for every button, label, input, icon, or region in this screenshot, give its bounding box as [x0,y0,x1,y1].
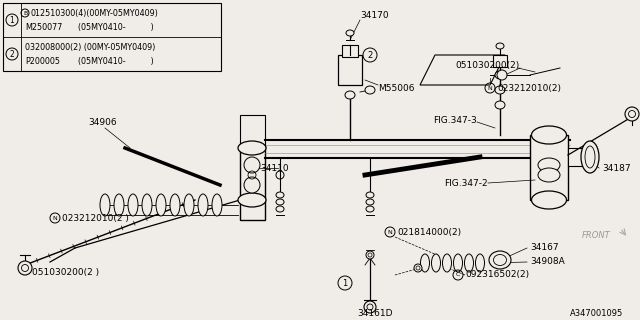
Bar [530,135,568,200]
Text: N: N [52,215,58,220]
Ellipse shape [431,254,440,272]
Text: FRONT: FRONT [582,230,611,239]
Text: 34187: 34187 [602,164,630,172]
Ellipse shape [585,146,595,168]
Circle shape [244,157,260,173]
Bar [240,115,265,147]
Text: B: B [23,11,27,15]
Text: 1: 1 [342,278,348,287]
Text: 34161D: 34161D [357,308,392,317]
Text: 34908A: 34908A [530,258,564,267]
Text: M250077: M250077 [25,22,62,31]
Ellipse shape [366,206,374,212]
Ellipse shape [366,199,374,205]
Text: (05MY0410-          ): (05MY0410- ) [78,57,154,66]
Text: 012510300(4)(00MY-05MY0409): 012510300(4)(00MY-05MY0409) [30,9,158,18]
Circle shape [625,107,639,121]
Ellipse shape [476,254,484,272]
Ellipse shape [454,254,463,272]
Ellipse shape [495,101,505,109]
Ellipse shape [366,192,374,198]
Bar [338,55,362,85]
Text: N: N [388,229,392,235]
Ellipse shape [100,194,110,216]
Bar [493,55,507,67]
Ellipse shape [366,251,374,259]
Ellipse shape [531,191,566,209]
Ellipse shape [156,194,166,216]
Text: 092316502(2): 092316502(2) [465,270,529,279]
Text: 34110: 34110 [260,164,289,172]
Text: 34167: 34167 [530,244,559,252]
Text: M55006: M55006 [378,84,415,92]
Ellipse shape [184,194,194,216]
Ellipse shape [238,141,266,155]
Ellipse shape [276,206,284,212]
Text: 051030200(2 ): 051030200(2 ) [32,268,99,276]
Ellipse shape [276,192,284,198]
Ellipse shape [442,254,451,272]
Circle shape [497,70,507,80]
Text: A347001095: A347001095 [570,308,623,317]
Ellipse shape [276,199,284,205]
Ellipse shape [496,43,504,49]
Text: FIG.347-2: FIG.347-2 [444,179,488,188]
Text: P200005: P200005 [25,57,60,66]
Text: 2: 2 [367,51,372,60]
Ellipse shape [365,86,375,94]
Circle shape [244,177,260,193]
Text: 34170: 34170 [360,11,388,20]
Text: 34906: 34906 [88,117,116,126]
Text: 023212010(2 ): 023212010(2 ) [62,213,129,222]
Text: (05MY0410-          ): (05MY0410- ) [78,22,154,31]
Circle shape [364,301,376,313]
Ellipse shape [142,194,152,216]
Ellipse shape [495,86,505,94]
Ellipse shape [170,194,180,216]
Bar [240,145,265,220]
Ellipse shape [128,194,138,216]
Bar [568,148,583,166]
Ellipse shape [238,193,266,207]
Text: 023212010(2): 023212010(2) [497,84,561,92]
Bar [3,3,221,71]
Ellipse shape [198,194,208,216]
Ellipse shape [538,158,560,172]
Circle shape [18,261,32,275]
Text: N: N [488,85,492,91]
Text: 032008000(2) (00MY-05MY0409): 032008000(2) (00MY-05MY0409) [25,43,156,52]
Text: 2: 2 [10,50,14,59]
Text: 021814000(2): 021814000(2) [397,228,461,236]
Ellipse shape [581,141,599,173]
Text: 1: 1 [10,15,14,25]
Bar [342,45,358,57]
Ellipse shape [345,91,355,99]
Ellipse shape [414,264,422,272]
Ellipse shape [489,251,511,269]
Text: 051030200(2): 051030200(2) [456,60,520,69]
Ellipse shape [346,30,354,36]
Text: C: C [456,273,460,277]
Ellipse shape [114,194,124,216]
Ellipse shape [531,126,566,144]
Text: FIG.347-3: FIG.347-3 [433,116,477,124]
Ellipse shape [495,71,505,79]
Ellipse shape [420,254,429,272]
Ellipse shape [212,194,222,216]
Ellipse shape [465,254,474,272]
Polygon shape [420,55,505,85]
Ellipse shape [538,168,560,182]
Ellipse shape [493,254,506,266]
